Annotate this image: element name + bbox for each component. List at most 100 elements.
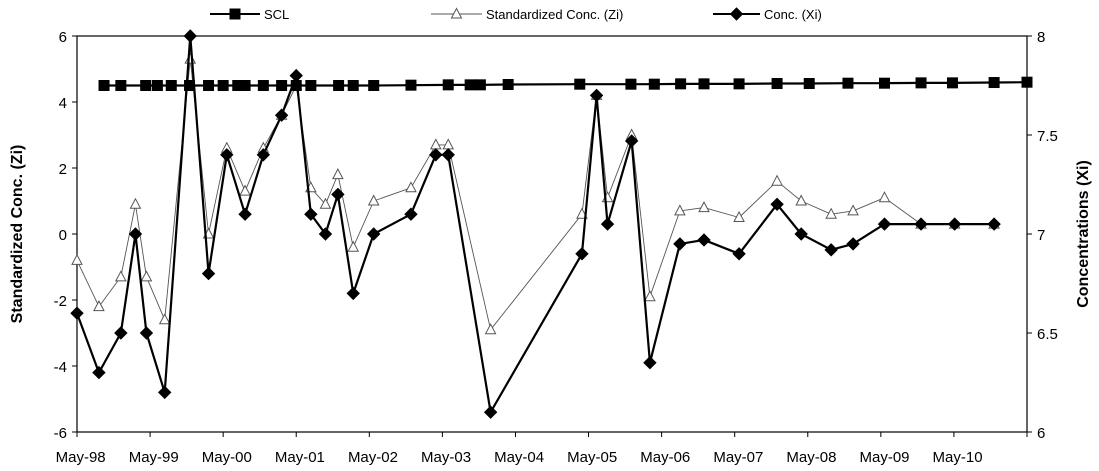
data-point: [771, 78, 783, 90]
legend-label: Conc. (Xi): [764, 7, 822, 22]
legend-item: Conc. (Xi): [713, 7, 822, 22]
data-point: [203, 80, 215, 91]
data-point: [483, 405, 498, 419]
data-point: [220, 148, 234, 162]
legend-marker: [229, 8, 241, 20]
data-point: [165, 80, 177, 91]
data-point: [502, 79, 514, 91]
data-point: [1021, 76, 1033, 88]
data-point: [770, 197, 784, 212]
data-point: [276, 80, 288, 91]
data-point: [732, 247, 746, 261]
data-point: [256, 148, 271, 162]
legend-label: SCL: [264, 7, 289, 22]
data-point: [331, 187, 345, 202]
y-left-tick-label: -2: [54, 293, 67, 310]
data-point: [987, 217, 1001, 231]
data-point: [675, 78, 687, 90]
data-point: [332, 168, 344, 180]
data-point: [139, 326, 154, 340]
y-right-tick-label: 6.5: [1037, 326, 1058, 343]
data-point: [625, 78, 637, 90]
legend-marker: [450, 7, 463, 19]
y-left-tick-label: 6: [59, 29, 67, 46]
data-point: [239, 184, 251, 196]
x-tick-label: May-98: [56, 449, 106, 466]
y-right-axis-title: Concentrations (Xi): [1075, 160, 1092, 308]
data-point: [129, 197, 142, 209]
data-point: [140, 270, 153, 282]
data-point: [915, 77, 927, 89]
data-point: [674, 204, 686, 216]
data-point: [114, 326, 128, 340]
legend-marker: [729, 7, 744, 21]
data-point: [140, 80, 152, 91]
data-point: [824, 243, 838, 257]
data-point: [698, 78, 710, 90]
data-point: [405, 79, 417, 91]
data-point: [217, 80, 229, 91]
series-0: [98, 76, 1033, 91]
data-point: [441, 148, 455, 162]
data-point: [98, 80, 110, 91]
data-point: [643, 355, 657, 370]
data-point: [879, 77, 890, 89]
x-tick-label: May-06: [640, 449, 690, 466]
data-point: [70, 306, 84, 320]
data-point: [71, 253, 83, 265]
data-point: [914, 217, 928, 231]
data-point: [93, 300, 105, 312]
x-tick-label: May-10: [933, 449, 983, 466]
data-point: [346, 286, 360, 301]
series-line: [75, 34, 995, 414]
data-point: [673, 237, 687, 251]
data-point: [367, 194, 380, 206]
x-tick-label: May-08: [786, 449, 836, 466]
data-point: [947, 217, 962, 231]
data-point: [644, 290, 656, 302]
data-point: [574, 78, 586, 90]
data-point: [347, 80, 359, 91]
y-left-axis-title: Standardized Conc. (Zi): [9, 145, 26, 324]
data-point: [201, 266, 216, 281]
data-point: [128, 227, 143, 241]
data-point: [698, 201, 710, 213]
data-point: [333, 80, 345, 91]
data-point: [825, 207, 837, 219]
data-point: [257, 80, 269, 91]
data-point: [290, 80, 302, 91]
data-point: [474, 79, 486, 91]
legend-label: Standardized Conc. (Zi): [486, 7, 623, 22]
data-point: [347, 240, 360, 252]
data-point: [405, 181, 417, 193]
axes: -6 -4 -2 0 2 4 6 6 6.5 7 7.5 8 May-98 May-99 May-00 May…: [9, 29, 1092, 466]
data-point: [304, 207, 318, 221]
legend: SCL Standardized Conc. (Zi) Conc. (Xi): [210, 7, 822, 22]
data-point: [589, 88, 604, 103]
y-right-tick-label: 7: [1037, 227, 1045, 244]
data-point: [771, 174, 783, 186]
x-tick-label: May-09: [859, 449, 909, 466]
y-right-tick-label: 8: [1037, 29, 1045, 46]
y-right-tick-label: 6: [1037, 425, 1045, 442]
legend-item: SCL: [210, 7, 289, 22]
data-point: [151, 80, 163, 91]
data-point: [464, 79, 476, 91]
data-point: [274, 108, 289, 122]
data-point: [877, 217, 892, 231]
data-point: [429, 148, 443, 162]
y-left-tick-label: -6: [54, 425, 67, 442]
data-point: [319, 197, 332, 209]
data-point: [842, 77, 854, 89]
data-point: [115, 270, 127, 282]
y-left-tick-label: 0: [59, 227, 67, 244]
y-left-tick-label: -4: [54, 359, 67, 376]
data-point: [733, 210, 745, 222]
data-point: [404, 207, 418, 221]
data-point: [184, 80, 196, 91]
x-tick-label: May-03: [421, 449, 471, 466]
data-point: [238, 207, 252, 221]
x-tick-label: May-05: [567, 449, 617, 466]
data-point: [183, 29, 197, 43]
